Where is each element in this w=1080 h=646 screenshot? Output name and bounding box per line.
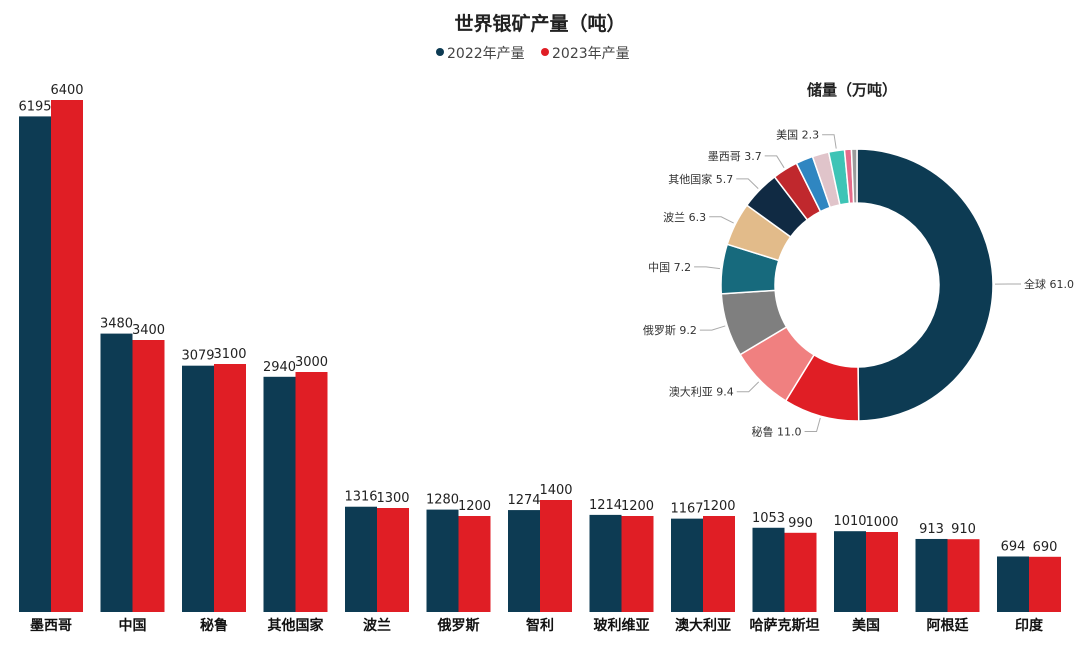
value-label-2022: 3480	[100, 317, 133, 332]
bar-2022	[19, 116, 51, 613]
bar-2022	[100, 333, 133, 612]
legend-label-2022: 2022年产量	[447, 46, 525, 62]
donut-leader-line	[764, 155, 785, 169]
category-label: 美国	[852, 617, 880, 634]
value-label-2023: 690	[1033, 540, 1058, 555]
chart-title: 世界银矿产量（吨）	[454, 12, 625, 35]
bar-2023	[621, 516, 654, 612]
bar-plot-area	[19, 100, 1061, 613]
donut-slice-label: 美国 2.3	[776, 129, 819, 142]
donut-slice-label: 波兰 6.3	[663, 211, 706, 224]
bar-2023	[295, 372, 328, 612]
bar-2023	[51, 100, 83, 612]
value-label-2022: 1214	[589, 498, 622, 513]
value-label-2023: 3100	[213, 347, 246, 362]
value-label-2023: 1000	[865, 515, 898, 530]
category-axis-labels: 墨西哥 中国 秘鲁 其他国家 波兰 俄罗斯 智利 玻利维亚 澳大利亚 哈萨克斯坦 美国 阿根廷 印度	[30, 617, 1044, 634]
value-label-2023: 3400	[132, 323, 165, 338]
legend-marker-2022	[436, 48, 444, 56]
category-label: 澳大利亚	[675, 617, 731, 634]
value-label-2023: 3000	[295, 355, 328, 370]
value-label-2023: 1200	[458, 499, 491, 514]
bar-2022	[345, 506, 377, 612]
category-label: 印度	[1015, 617, 1044, 634]
donut-leader-line	[822, 134, 837, 149]
value-label-2022: 2940	[263, 360, 296, 375]
donut-title: 储量（万吨）	[807, 81, 897, 99]
value-label-2023: 1400	[539, 483, 572, 498]
value-label-2023: 1200	[702, 499, 735, 514]
category-label: 阿根廷	[927, 617, 970, 634]
bar-2022	[263, 376, 296, 612]
donut-leader-line	[736, 381, 760, 393]
bar-2023	[703, 516, 735, 612]
value-label-2022: 6195	[18, 99, 51, 114]
category-label: 智利	[525, 617, 554, 634]
donut-slice	[856, 148, 994, 422]
donut-leader-line	[709, 216, 734, 224]
bar-2022	[671, 518, 703, 612]
value-label-2022: 1316	[344, 490, 377, 505]
donut-leader-line	[694, 266, 721, 270]
value-label-2022: 1167	[670, 502, 703, 517]
legend: 2022年产量 2023年产量	[436, 46, 630, 62]
value-label-2023: 6400	[50, 83, 83, 98]
donut-slice-label: 全球 61.0	[1024, 277, 1074, 291]
value-label-2022: 1053	[752, 511, 785, 526]
category-label: 哈萨克斯坦	[750, 617, 820, 634]
bar-2022	[589, 514, 622, 612]
category-label: 玻利维亚	[594, 617, 650, 634]
value-label-2022: 1280	[426, 493, 459, 508]
bar-2022	[426, 509, 459, 612]
bar-2023	[540, 500, 572, 612]
bar-2023	[866, 532, 898, 612]
legend-label-2023: 2023年产量	[552, 46, 630, 62]
bar-2022	[834, 531, 866, 612]
donut-slice-label: 秘鲁 11.0	[752, 425, 802, 439]
legend-marker-2023	[541, 48, 549, 56]
donut-labels: 全球 61.0 秘鲁 11.0 澳大利亚 9.4 俄罗斯 9.2 中国 7.2 波兰 6.…	[643, 129, 1074, 439]
donut-slice-label: 俄罗斯 9.2	[643, 324, 697, 337]
donut-leader-line	[736, 178, 759, 189]
value-label-2023: 910	[951, 522, 976, 537]
value-label-2023: 1200	[621, 499, 654, 514]
bar-2023	[784, 532, 817, 612]
value-label-2023: 1300	[376, 491, 409, 506]
category-label: 其他国家	[268, 617, 325, 634]
donut-slice-label: 其他国家 5.7	[668, 172, 733, 186]
category-label: 俄罗斯	[437, 617, 480, 634]
value-label-2022: 694	[1001, 539, 1026, 554]
value-label-2022: 1274	[507, 493, 540, 508]
bar-2022	[182, 365, 214, 612]
donut-slice-label: 墨西哥 3.7	[708, 150, 762, 163]
bar-2022	[997, 556, 1029, 612]
donut-slice	[850, 148, 858, 204]
value-label-2022: 913	[919, 522, 944, 537]
donut-leader-line	[699, 325, 726, 331]
bar-2023	[132, 340, 165, 612]
donut-slice-label: 澳大利亚 9.4	[669, 385, 734, 399]
bar-2023	[1029, 556, 1061, 612]
donut-slice-label: 中国 7.2	[648, 261, 691, 274]
donut-leader-line	[804, 417, 821, 433]
bar-2022	[508, 510, 540, 612]
category-label: 中国	[119, 617, 147, 634]
category-label: 墨西哥	[30, 618, 72, 634]
donut-chart	[720, 148, 994, 422]
bar-2022	[752, 527, 785, 612]
value-label-2023: 990	[788, 516, 813, 531]
category-label: 波兰	[363, 617, 391, 634]
value-label-2022: 1010	[833, 514, 866, 529]
bar-2022	[915, 538, 948, 612]
value-label-2022: 3079	[181, 349, 214, 364]
category-label: 秘鲁	[200, 617, 228, 634]
bar-2023	[947, 539, 980, 612]
bar-2023	[214, 364, 246, 612]
bar-2023	[377, 508, 409, 612]
bar-2023	[458, 516, 491, 612]
